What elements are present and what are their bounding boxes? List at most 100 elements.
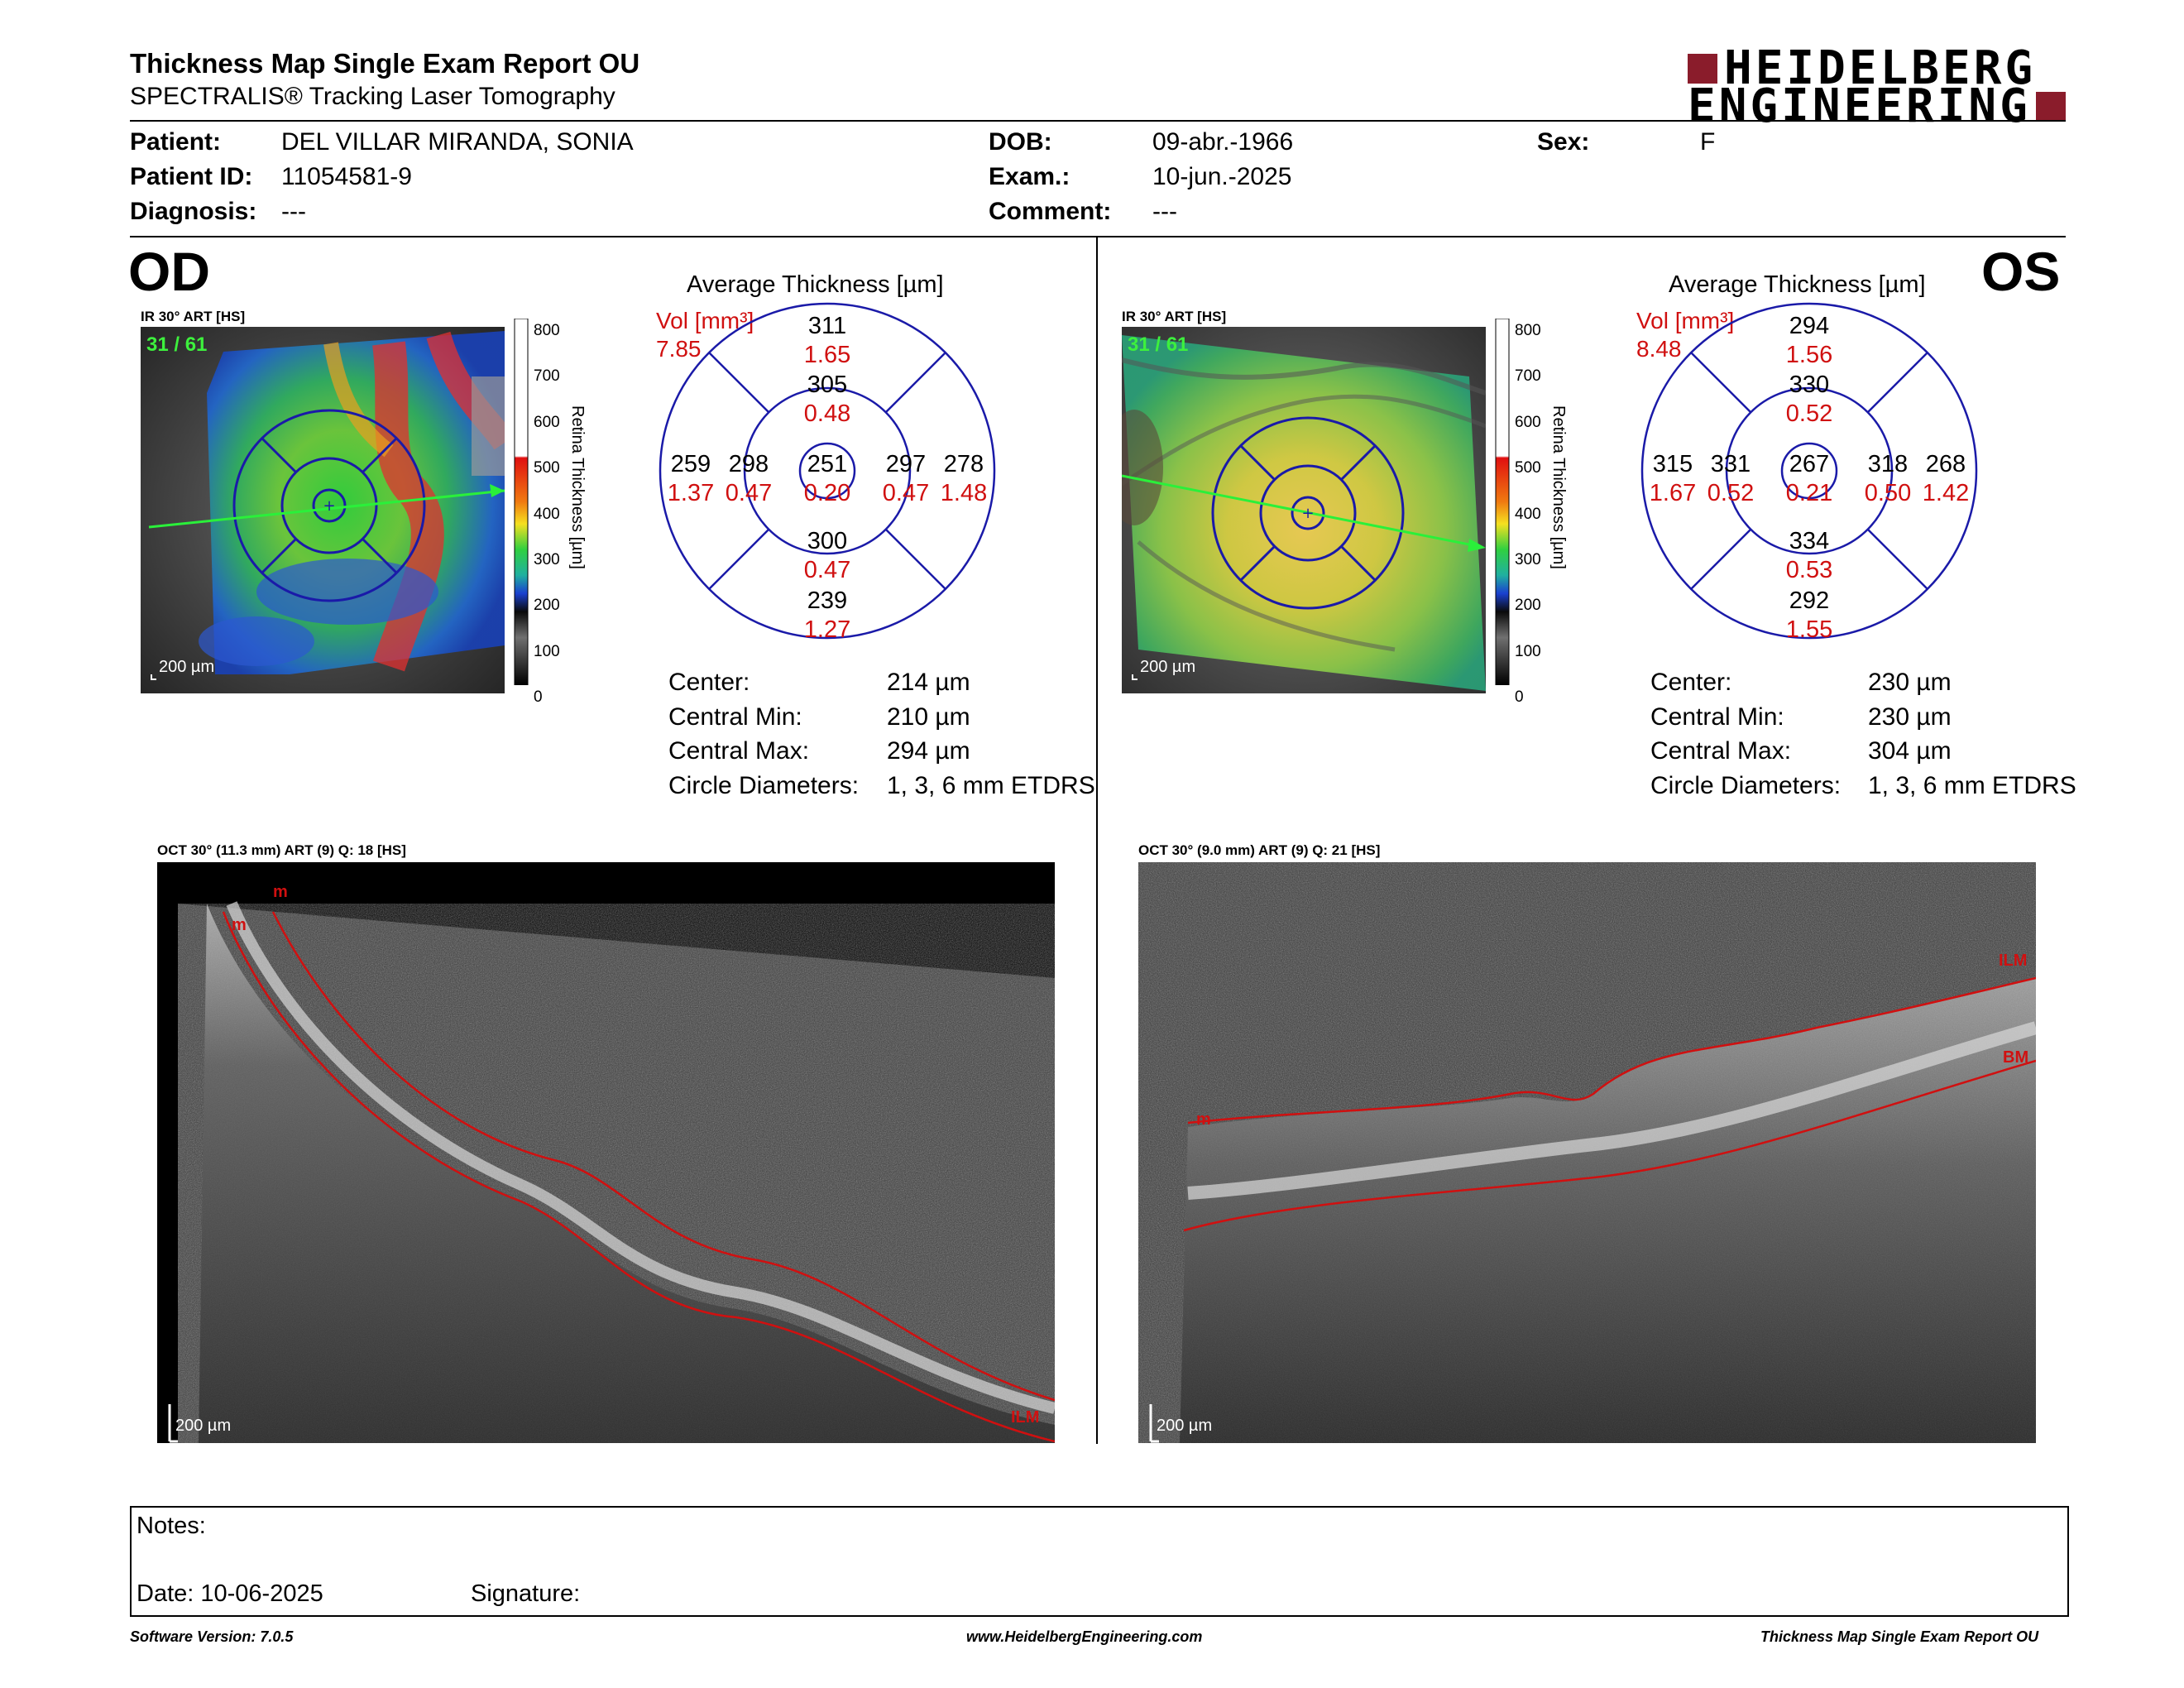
os-outer-temp-vol: 1.67 [1649, 480, 1697, 506]
os-thickness-map: + 31 / 61 200 µm [1105, 327, 1487, 693]
od-oct-tag-ilm: ILM [1011, 1408, 1040, 1427]
os-colorbar-label: Retina Thickness [µm] [1549, 405, 1568, 569]
colorbar-tick: 400 [1515, 505, 1541, 523]
od-oct-bscan: m m ILM 200 µm [157, 862, 1056, 1443]
os-inner-nas-vol: 0.50 [1864, 480, 1912, 506]
colorbar-tick: 200 [1515, 597, 1541, 615]
patient-name: DEL VILLAR MIRANDA, SONIA [281, 128, 634, 156]
exam-label: Exam.: [989, 163, 1070, 190]
od-stat-center-value: 214 µm [887, 669, 970, 696]
colorbar-tick: 400 [534, 505, 560, 523]
os-etdrs-grid [1640, 301, 1979, 640]
svg-text:+: + [1301, 505, 1314, 522]
exam-date: 10-jun.-2025 [1152, 163, 1292, 190]
os-colorbar-label-wrap: Retina Thickness [µm] [1548, 405, 1573, 596]
od-stat-center-label: Center: [668, 669, 750, 696]
os-inner-inf: 334 [1789, 528, 1830, 554]
dob-label: DOB: [989, 128, 1052, 156]
os-inner-nas: 318 [1867, 451, 1909, 477]
os-outer-inf-vol: 1.55 [1785, 616, 1833, 643]
od-scale-label: 200 µm [159, 658, 215, 676]
software-version: Software Version: 7.0.5 [130, 1628, 294, 1645]
od-outer-sup: 311 [807, 313, 847, 339]
os-scale-bar-icon [1132, 674, 1138, 680]
logo-square-icon [2035, 92, 2066, 122]
od-colorbar-label-wrap: Retina Thickness [µm] [567, 405, 592, 596]
colorbar-tick: 800 [534, 322, 560, 339]
od-outer-temp: 259 [670, 451, 711, 477]
dob: 09-abr.-1966 [1152, 128, 1294, 156]
signature-label: Signature: [471, 1580, 581, 1607]
os-inner-temp: 331 [1710, 451, 1751, 477]
os-outer-temp: 315 [1652, 451, 1693, 477]
diagnosis: --- [281, 198, 306, 225]
os-stat-center-value: 230 µm [1868, 669, 1952, 696]
od-stat-max-value: 294 µm [887, 737, 970, 765]
colorbar-tick: 600 [534, 413, 560, 431]
colorbar-tick: 500 [1515, 459, 1541, 477]
od-colorbar-label: Retina Thickness [µm] [568, 405, 587, 569]
os-outer-inf: 292 [1789, 587, 1830, 614]
colorbar-tick: 600 [1515, 413, 1541, 431]
os-colorbar [1494, 318, 1511, 686]
od-oct-label: OCT 30° (11.3 mm) ART (9) Q: 18 [HS] [157, 842, 406, 858]
header-divider [130, 120, 2066, 122]
od-outer-nas-vol: 1.48 [940, 480, 988, 506]
od-inner-nas: 297 [885, 451, 927, 477]
od-outer-nas: 278 [943, 451, 984, 477]
colorbar-tick: 500 [534, 459, 560, 477]
logo-top-text: HEIDELBERG [1724, 41, 2037, 95]
od-inner-temp-vol: 0.47 [725, 480, 773, 506]
os-stat-max-value: 304 µm [1868, 737, 1952, 765]
os-oct-tag-m: m [1196, 1110, 1211, 1129]
os-vol-value: 8.48 [1636, 336, 1682, 362]
os-oct-tag-bm: BM [2003, 1048, 2029, 1067]
od-ir-label: IR 30° ART [HS] [141, 309, 246, 324]
colorbar-tick: 0 [1515, 688, 1524, 707]
svg-text:+: + [323, 497, 335, 515]
os-inner-inf-vol: 0.53 [1785, 557, 1833, 583]
od-eye-label: OD [128, 241, 210, 302]
od-stat-max-label: Central Max: [668, 737, 810, 765]
os-outer-sup: 294 [1789, 313, 1830, 339]
os-colorbar-ticks: 800 700 600 500 400 300 200 100 0 [1515, 308, 1541, 721]
patient-id-label: Patient ID: [130, 163, 253, 190]
od-stat-diam-value: 1, 3, 6 mm ETDRS [887, 772, 1095, 799]
patient-label: Patient: [130, 128, 222, 156]
os-oct-scale: 200 µm [1157, 1417, 1213, 1435]
od-etdrs-grid [658, 301, 997, 640]
os-center-vol: 0.21 [1785, 480, 1833, 506]
footer-report-name: Thickness Map Single Exam Report OU [1760, 1628, 2039, 1645]
od-avg-title: Average Thickness [µm] [687, 271, 944, 298]
od-colorbar [513, 318, 529, 686]
od-outer-sup-vol: 1.65 [803, 342, 851, 368]
colorbar-tick: 0 [534, 688, 543, 707]
od-inner-temp: 298 [728, 451, 769, 477]
od-center-vol: 0.20 [803, 480, 851, 506]
od-outer-temp-vol: 1.37 [667, 480, 715, 506]
os-stat-min-value: 230 µm [1868, 703, 1952, 731]
od-outer-inf-vol: 1.27 [803, 616, 851, 643]
od-frame-counter: 31 / 61 [146, 333, 208, 356]
os-frame-counter: 31 / 61 [1128, 333, 1189, 356]
os-inner-sup-vol: 0.52 [1785, 400, 1833, 427]
od-inner-inf-vol: 0.47 [803, 557, 851, 583]
od-inner-sup-vol: 0.48 [803, 400, 851, 427]
od-inner-sup: 305 [807, 372, 848, 398]
os-ir-label: IR 30° ART [HS] [1122, 309, 1227, 324]
logo-square-icon [1688, 54, 1717, 84]
os-outer-nas: 268 [1925, 451, 1966, 477]
colorbar-tick: 800 [1515, 322, 1541, 339]
os-stat-min-label: Central Min: [1650, 703, 1784, 731]
od-oct-scale: 200 µm [175, 1417, 232, 1435]
colorbar-tick: 700 [534, 367, 560, 386]
website-link[interactable]: www.HeidelbergEngineering.com [966, 1628, 1203, 1645]
od-stat-min-value: 210 µm [887, 703, 970, 731]
os-stat-diam-value: 1, 3, 6 mm ETDRS [1868, 772, 2076, 799]
notes-box[interactable]: Notes: Date: 10-06-2025 Signature: [130, 1506, 2069, 1617]
colorbar-tick: 100 [534, 642, 560, 660]
colorbar-tick: 300 [534, 551, 560, 569]
info-divider [130, 236, 2066, 237]
od-stat-diam-label: Circle Diameters: [668, 772, 860, 799]
od-colorbar-ticks: 800 700 600 500 400 300 200 100 0 [534, 308, 560, 721]
